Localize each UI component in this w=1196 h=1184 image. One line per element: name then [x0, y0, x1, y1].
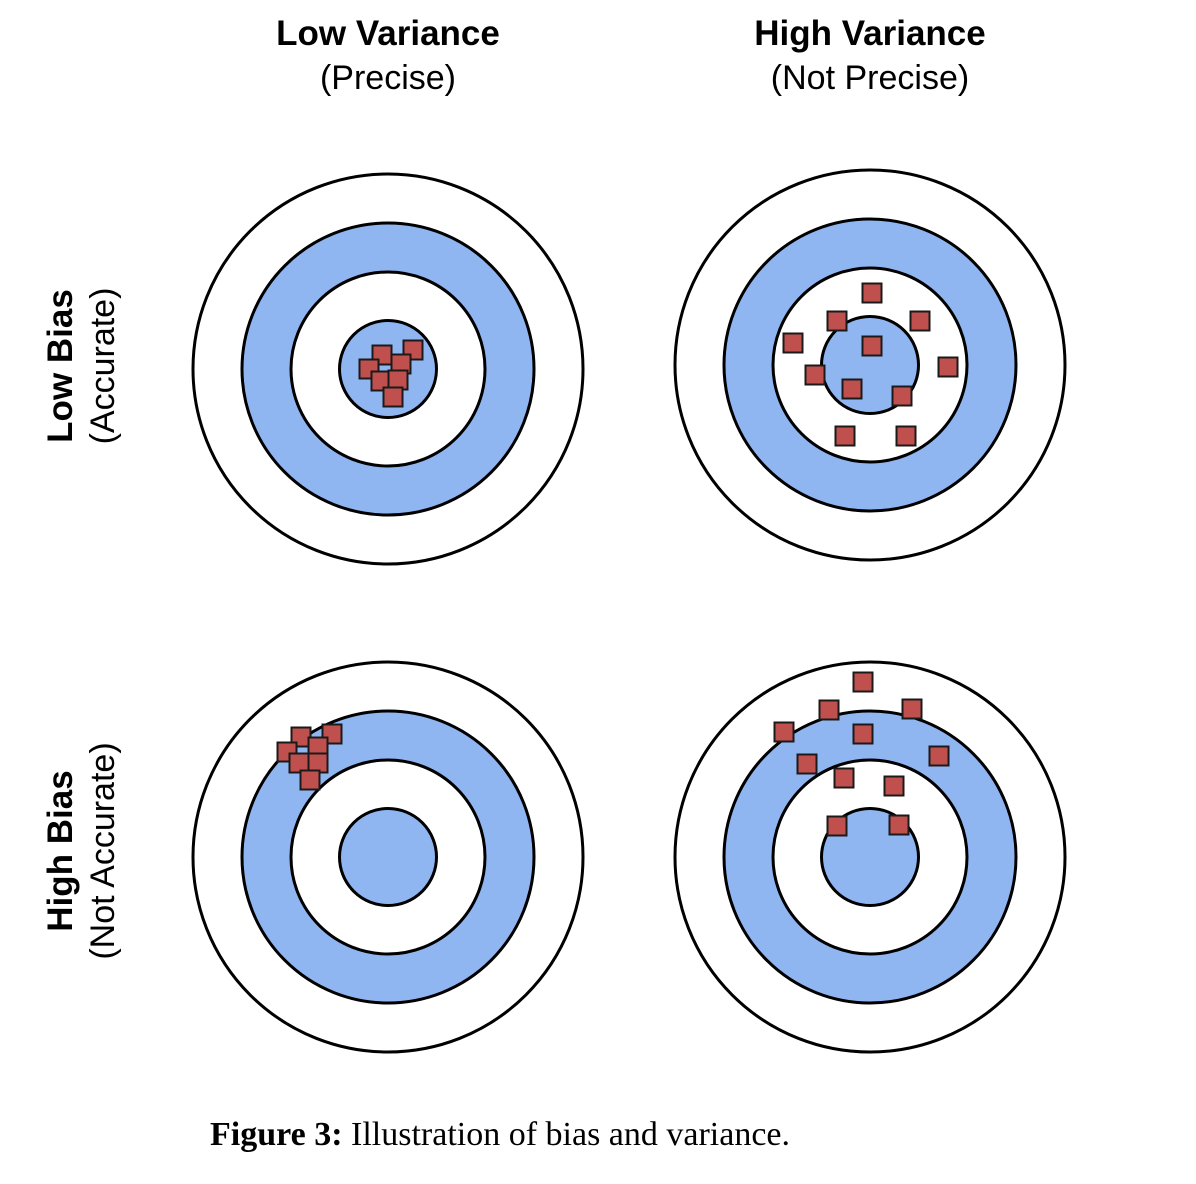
shot-marker — [928, 745, 950, 767]
column-subtitle: (Precise) — [319, 59, 457, 97]
shot-marker — [901, 698, 923, 720]
shot-marker — [852, 723, 874, 745]
shot-marker — [937, 356, 959, 378]
shot-marker — [299, 769, 321, 791]
figure-caption: Figure 3: Illustration of bias and varia… — [210, 1116, 790, 1154]
shot-marker — [888, 814, 910, 836]
column-title: High Variance — [754, 14, 986, 53]
shot-marker — [861, 335, 883, 357]
shot-marker — [883, 775, 905, 797]
shot-marker — [909, 310, 931, 332]
shot-marker — [852, 671, 874, 693]
shot-marker — [841, 378, 863, 400]
shot-marker — [826, 310, 848, 332]
row-subtitle: (Accurate) — [84, 287, 122, 445]
target-high-bias-low-variance — [191, 660, 585, 1054]
row-label-high-bias: High Bias (Not Accurate) — [40, 742, 124, 959]
column-subtitle: (Not Precise) — [770, 59, 970, 97]
shot-marker — [826, 815, 848, 837]
shot-marker — [895, 425, 917, 447]
shot-marker — [382, 386, 404, 408]
row-label-low-bias: Low Bias (Accurate) — [40, 288, 124, 445]
target-ring-4 — [338, 807, 438, 907]
column-header-low-variance: Low Variance (Precise) — [276, 12, 500, 100]
shot-marker — [804, 364, 826, 386]
row-title: Low Bias — [41, 289, 80, 443]
row-subtitle: (Not Accurate) — [84, 742, 122, 960]
caption-label: Figure 3: — [210, 1116, 343, 1153]
shot-marker — [861, 282, 883, 304]
caption-text: Illustration of bias and variance. — [351, 1116, 791, 1153]
target-low-bias-low-variance — [191, 172, 585, 566]
target-high-bias-high-variance — [673, 660, 1067, 1054]
shot-marker — [773, 721, 795, 743]
column-title: Low Variance — [276, 14, 500, 53]
shot-marker — [818, 699, 840, 721]
shot-marker — [833, 767, 855, 789]
shot-marker — [782, 332, 804, 354]
row-title: High Bias — [41, 770, 80, 932]
shot-marker — [834, 425, 856, 447]
shot-marker — [796, 753, 818, 775]
column-header-high-variance: High Variance (Not Precise) — [754, 12, 985, 100]
target-low-bias-high-variance — [673, 168, 1067, 562]
shot-marker — [891, 385, 913, 407]
